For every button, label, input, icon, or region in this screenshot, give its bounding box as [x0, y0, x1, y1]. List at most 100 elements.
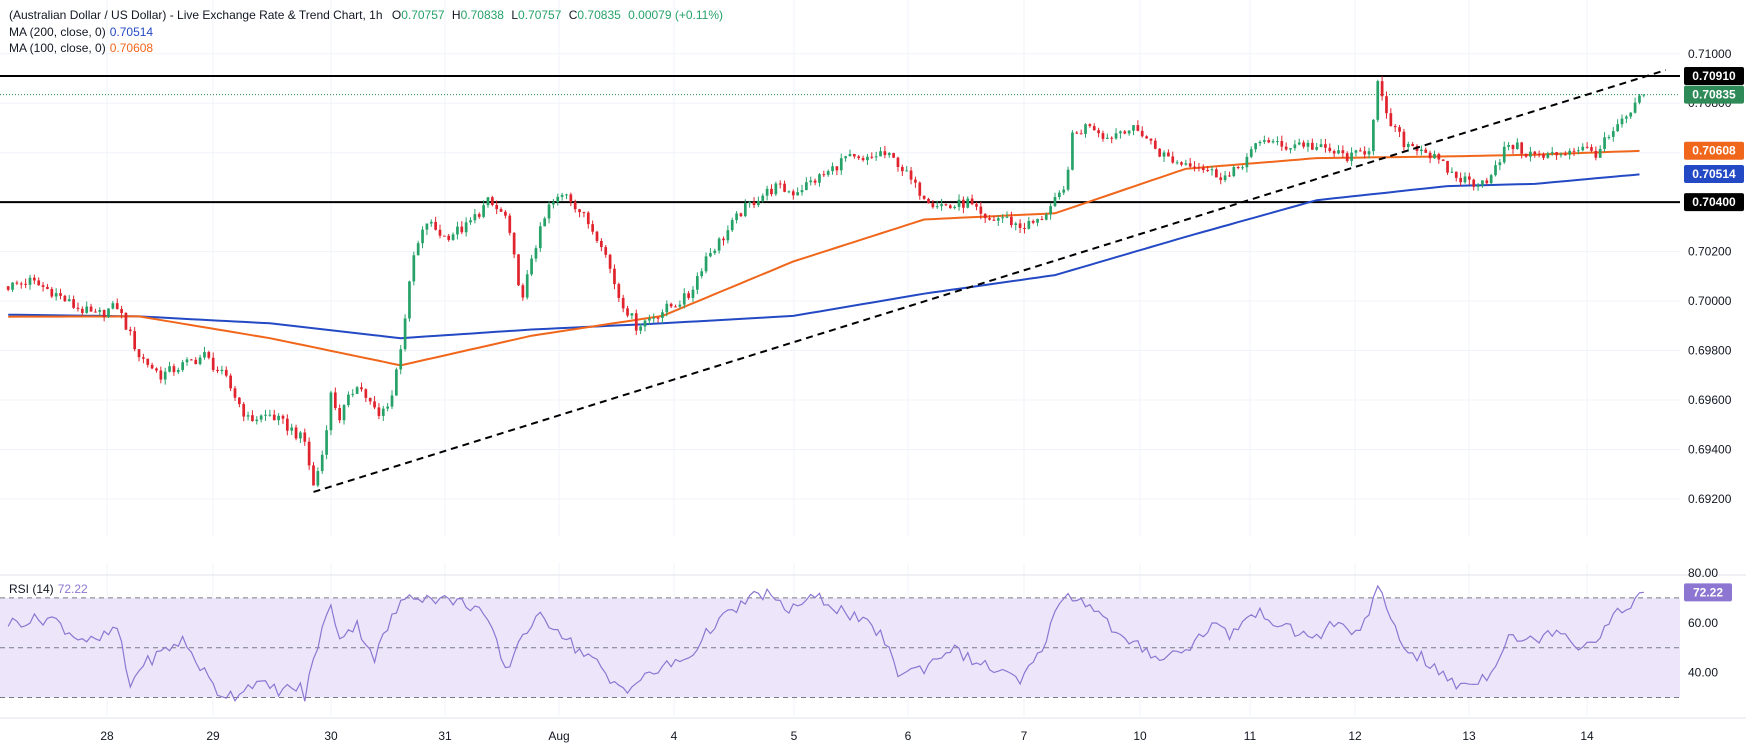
candle-body	[1140, 130, 1144, 137]
candle	[831, 162, 834, 175]
candle-body	[752, 202, 756, 206]
candle-body	[1123, 131, 1127, 134]
candle	[796, 187, 800, 196]
candle-body	[482, 205, 485, 217]
candle-body	[962, 199, 965, 208]
candle	[360, 382, 363, 392]
ma200-legend[interactable]: MA (200, close, 0) 0.70514	[9, 25, 153, 39]
candle	[251, 410, 254, 422]
candle	[1572, 147, 1576, 156]
candle-body	[1284, 146, 1288, 150]
candle-body	[355, 387, 359, 394]
candle	[1158, 148, 1162, 158]
candle-body	[770, 188, 773, 195]
candle	[709, 248, 712, 258]
candle	[691, 286, 695, 302]
candle-body	[1241, 167, 1244, 169]
candle	[1633, 97, 1637, 114]
candle-body	[761, 195, 765, 201]
candle-body	[133, 331, 137, 350]
candle-body	[181, 362, 185, 370]
candle-body	[237, 397, 241, 405]
candle-body	[560, 194, 564, 197]
candle-body	[421, 229, 424, 244]
candle	[15, 280, 19, 286]
candle	[787, 190, 791, 194]
candle	[1450, 167, 1454, 174]
candle	[1114, 128, 1118, 140]
candle-body	[521, 285, 525, 298]
candle-body	[866, 156, 869, 161]
candle-body	[242, 404, 246, 417]
candle	[1075, 130, 1079, 135]
candle-body	[1354, 150, 1358, 153]
candle-body	[582, 212, 586, 214]
candle-body	[826, 171, 830, 175]
ohlc-close-label: C	[568, 8, 578, 22]
candle	[1101, 130, 1105, 142]
candle	[892, 152, 895, 158]
candle-body	[434, 221, 437, 230]
candle	[1097, 127, 1100, 138]
candle	[447, 234, 451, 242]
candle	[194, 357, 198, 365]
candle	[1385, 91, 1388, 119]
candle-body	[778, 183, 782, 185]
price-tick-label: 0.70200	[1688, 245, 1732, 259]
candle	[1502, 141, 1506, 164]
candle	[347, 391, 350, 408]
candle	[778, 180, 782, 189]
candle	[944, 203, 948, 206]
candle-body	[822, 174, 826, 176]
time-tick-label: 12	[1348, 729, 1362, 743]
candle	[1446, 160, 1449, 175]
candle-body	[940, 204, 943, 207]
candle	[490, 195, 494, 207]
candle-body	[643, 320, 647, 327]
candle	[948, 204, 952, 209]
candle-body	[469, 220, 472, 223]
candle-body	[630, 313, 634, 316]
ma100-badge: 0.70608	[1692, 144, 1736, 158]
candle	[1315, 142, 1319, 151]
candle	[1175, 160, 1179, 165]
ma100-legend[interactable]: MA (100, close, 0) 0.70608	[9, 41, 153, 55]
candle-body	[1454, 171, 1458, 178]
candle	[1611, 127, 1615, 142]
candle-body	[1402, 131, 1406, 148]
candle	[128, 326, 132, 336]
candle	[1358, 147, 1362, 152]
candle-body	[953, 206, 957, 209]
candle-body	[1341, 150, 1345, 154]
candle-body	[835, 166, 839, 171]
candle	[1040, 215, 1044, 221]
candle-body	[1206, 169, 1210, 171]
candle-body	[1036, 218, 1039, 223]
candle	[281, 414, 285, 424]
candle-body	[220, 369, 224, 372]
candle-body	[408, 281, 411, 319]
candle	[1524, 153, 1528, 158]
candle	[687, 290, 690, 300]
candle-body	[678, 304, 682, 307]
candle	[1193, 161, 1196, 172]
candle-body	[661, 312, 664, 318]
candle-body	[1262, 140, 1266, 142]
candle	[822, 170, 826, 177]
candle	[442, 235, 446, 237]
candle	[216, 366, 219, 374]
candle	[338, 404, 342, 424]
candle-body	[918, 182, 922, 196]
candle-body	[1398, 127, 1401, 132]
candle	[1372, 119, 1375, 156]
candle	[634, 309, 638, 335]
candle-body	[1515, 142, 1519, 150]
candle	[1393, 124, 1397, 132]
candle-body	[848, 154, 852, 157]
candle-body	[1127, 130, 1131, 134]
candle-body	[809, 180, 813, 183]
candle	[1341, 145, 1345, 159]
candle	[1533, 150, 1537, 158]
rsi-legend[interactable]: RSI (14) 72.22	[9, 582, 88, 596]
